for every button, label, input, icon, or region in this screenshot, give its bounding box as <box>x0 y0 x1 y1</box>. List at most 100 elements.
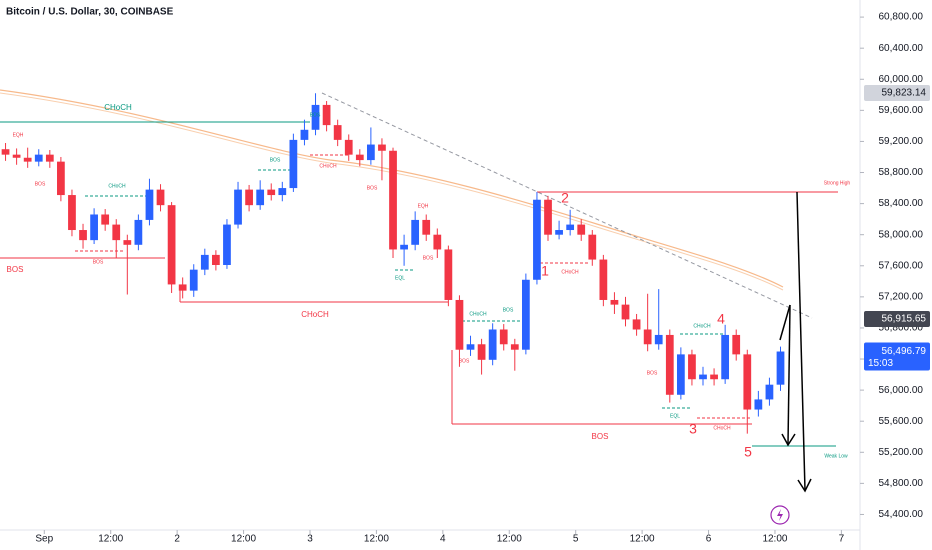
annotation: CHoCH <box>301 310 329 319</box>
x-tick-label: 7 <box>839 534 845 545</box>
candle-body <box>112 224 121 241</box>
annotation: EQL <box>395 275 405 281</box>
candle-body <box>101 214 110 225</box>
x-tick-label: 5 <box>573 534 579 545</box>
y-tick-label: 58,400.00 <box>879 198 924 209</box>
annotation: CHoCH <box>561 269 579 275</box>
candle-body <box>79 230 87 241</box>
y-tick-label: 54,400.00 <box>879 509 924 520</box>
x-tick-label: 3 <box>307 534 313 545</box>
countdown-label: 15:03 <box>868 358 893 369</box>
annotation: BOS <box>367 185 378 191</box>
candle-body <box>333 125 342 140</box>
y-tick-label: 60,000.00 <box>879 74 924 85</box>
candle-body <box>776 351 785 385</box>
annotation: CHoCH <box>104 103 132 112</box>
annotation: CHoCH <box>693 323 711 329</box>
candle-body <box>555 230 563 235</box>
annotations: CHoCH BOS CHoCH BOS Strong High Weak Low 1 2 3 4 5… <box>7 103 851 460</box>
candle-body <box>566 224 575 231</box>
candle-body <box>355 154 364 161</box>
candle-body <box>765 384 774 400</box>
candle-body <box>632 319 641 330</box>
candle-body <box>322 104 331 126</box>
x-tick-label: 12:00 <box>497 534 522 545</box>
candle-body <box>134 219 143 245</box>
annotation: CHoCH <box>108 183 126 189</box>
candle-body <box>289 139 298 189</box>
candle-body <box>411 219 420 245</box>
candle-body <box>455 299 464 350</box>
annotation: 5 <box>744 444 752 460</box>
y-tick-label: 59,200.00 <box>879 136 924 147</box>
candle-body <box>200 254 209 270</box>
price-marker-box <box>864 310 930 327</box>
projection-arrow <box>787 304 791 445</box>
candle-body <box>422 219 431 235</box>
arrow-head <box>797 478 812 493</box>
candle-body <box>267 189 276 196</box>
candle-body <box>433 234 442 250</box>
annotation: BOS <box>35 181 46 187</box>
price-marker-label: 56,915.65 <box>882 314 927 325</box>
x-tick-label: 12:00 <box>762 534 787 545</box>
candle-body <box>156 189 165 206</box>
annotation: BOS <box>459 358 470 364</box>
x-tick-label: 6 <box>706 534 712 545</box>
candle-body <box>477 344 486 360</box>
candle-body <box>245 189 253 206</box>
candles <box>1 93 785 434</box>
candle-body <box>68 195 76 231</box>
annotation: Strong High <box>824 180 851 186</box>
y-tick-label: 55,200.00 <box>879 447 924 458</box>
annotation: EQH <box>418 203 429 209</box>
y-tick-label: 56,000.00 <box>879 385 924 396</box>
candle-body <box>688 354 696 380</box>
candle-body <box>621 304 630 320</box>
candle-body <box>510 344 519 350</box>
candle-body <box>1 149 10 155</box>
annotation: BOS <box>93 259 104 265</box>
candle-body <box>577 224 586 235</box>
candle-body <box>400 244 408 250</box>
last-price-label: 56,496.79 <box>882 346 927 357</box>
y-tick-label: 57,600.00 <box>879 260 924 271</box>
y-tick-label: 58,000.00 <box>879 229 924 240</box>
candle-body <box>256 189 265 206</box>
candle-body <box>389 150 397 250</box>
y-tick-label: 58,800.00 <box>879 167 924 178</box>
arrow-head <box>781 433 796 447</box>
y-tick-label: 57,200.00 <box>879 292 924 303</box>
candle-body <box>278 188 287 196</box>
x-tick-label: 2 <box>174 534 180 545</box>
candle-body <box>378 144 386 151</box>
candle-body <box>300 129 309 140</box>
annotation: Weak Low <box>824 453 848 459</box>
candle-body <box>544 199 552 235</box>
candle-body <box>23 157 32 162</box>
annotation: EQH <box>13 132 24 138</box>
candle-body <box>344 139 353 155</box>
x-tick-label: 12:00 <box>98 534 123 545</box>
candle-body <box>311 104 320 130</box>
candle-body <box>499 329 508 345</box>
annotation: BOS <box>647 370 658 376</box>
x-tick-label: 12:00 <box>630 534 655 545</box>
x-tick-label: 12:00 <box>231 534 256 545</box>
candle-body <box>533 199 541 280</box>
candle-body <box>34 154 43 162</box>
annotation: CHoCH <box>319 163 337 169</box>
y-tick-label: 59,600.00 <box>879 105 924 116</box>
annotation: CHoCH <box>469 311 487 317</box>
projection-arrow <box>796 191 806 491</box>
annotation: EQL <box>670 413 680 419</box>
y-tick-label: 56,800.00 <box>879 323 924 334</box>
drawings <box>0 89 838 493</box>
candle-body <box>488 329 497 360</box>
annotation: BOS <box>7 265 24 274</box>
candle-body <box>610 299 619 305</box>
y-tick-label: 60,800.00 <box>879 12 924 23</box>
candle-body <box>223 224 231 265</box>
